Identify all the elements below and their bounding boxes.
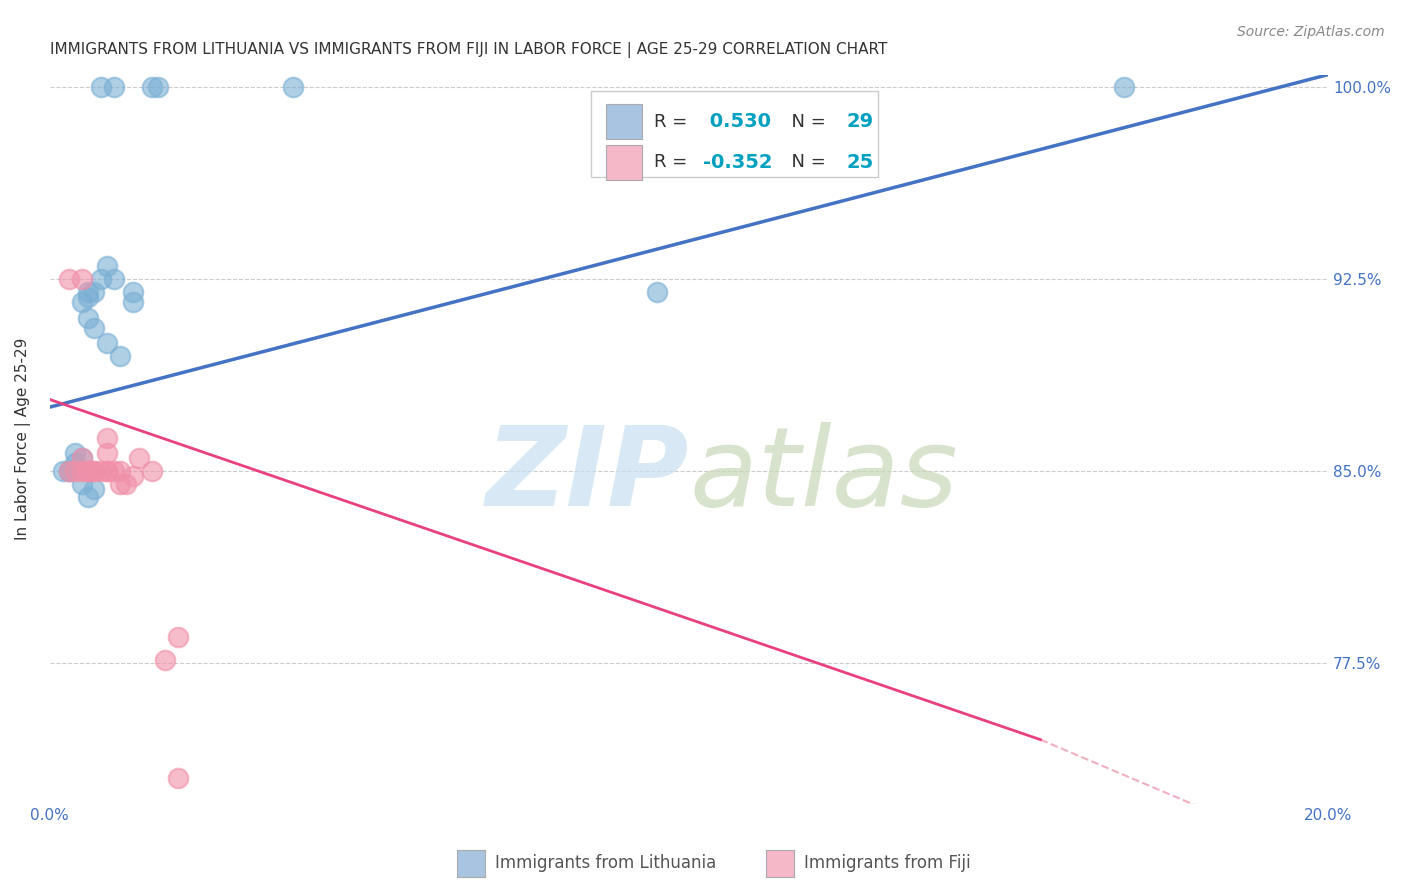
Point	[65, 457, 87, 471]
Point	[58, 464, 80, 478]
Point	[77, 310, 100, 325]
Point	[65, 464, 87, 478]
Point	[148, 80, 170, 95]
Point	[58, 272, 80, 286]
Text: 25: 25	[846, 153, 873, 171]
Point	[77, 464, 100, 478]
Text: -0.352: -0.352	[703, 153, 772, 171]
Point	[70, 451, 93, 466]
Point	[70, 295, 93, 310]
Point	[281, 80, 304, 95]
Point	[108, 464, 131, 478]
Point	[96, 464, 118, 478]
Point	[166, 771, 188, 785]
Text: atlas: atlas	[689, 422, 957, 529]
Point	[1112, 80, 1135, 95]
Bar	[606, 145, 641, 179]
Text: N =: N =	[780, 113, 831, 131]
Point	[103, 80, 125, 95]
Point	[77, 290, 100, 304]
Point	[58, 464, 80, 478]
Text: R =: R =	[654, 153, 693, 171]
Point	[141, 80, 163, 95]
Point	[121, 295, 143, 310]
Point	[83, 464, 105, 478]
Text: 29: 29	[846, 112, 873, 131]
Point	[83, 321, 105, 335]
Point	[108, 476, 131, 491]
Text: 0.530: 0.530	[703, 112, 770, 131]
Point	[90, 464, 112, 478]
Point	[108, 349, 131, 363]
Point	[166, 631, 188, 645]
Point	[141, 464, 163, 478]
Point	[70, 451, 93, 466]
Point	[70, 464, 93, 478]
Point	[77, 285, 100, 299]
Point	[121, 469, 143, 483]
Point	[115, 476, 138, 491]
Point	[90, 272, 112, 286]
Point	[90, 80, 112, 95]
Text: Immigrants from Fiji: Immigrants from Fiji	[804, 855, 972, 872]
Point	[645, 285, 668, 299]
Point	[103, 464, 125, 478]
Point	[70, 476, 93, 491]
Point	[77, 464, 100, 478]
Text: IMMIGRANTS FROM LITHUANIA VS IMMIGRANTS FROM FIJI IN LABOR FORCE | AGE 25-29 COR: IMMIGRANTS FROM LITHUANIA VS IMMIGRANTS …	[49, 42, 887, 58]
Point	[83, 285, 105, 299]
Point	[121, 285, 143, 299]
Point	[103, 272, 125, 286]
Point	[128, 451, 150, 466]
Point	[153, 653, 176, 667]
Text: ZIP: ZIP	[485, 422, 689, 529]
Text: R =: R =	[654, 113, 693, 131]
Point	[65, 446, 87, 460]
Point	[96, 260, 118, 274]
Point	[96, 446, 118, 460]
Text: N =: N =	[780, 153, 831, 171]
Text: Source: ZipAtlas.com: Source: ZipAtlas.com	[1237, 25, 1385, 39]
Point	[83, 482, 105, 496]
Text: Immigrants from Lithuania: Immigrants from Lithuania	[495, 855, 716, 872]
Point	[70, 272, 93, 286]
FancyBboxPatch shape	[591, 91, 879, 177]
Point	[96, 431, 118, 445]
Bar	[606, 104, 641, 139]
Point	[96, 464, 118, 478]
Y-axis label: In Labor Force | Age 25-29: In Labor Force | Age 25-29	[15, 338, 31, 541]
Point	[58, 464, 80, 478]
Point	[77, 490, 100, 504]
Point	[51, 464, 73, 478]
Point	[83, 464, 105, 478]
Point	[96, 336, 118, 351]
